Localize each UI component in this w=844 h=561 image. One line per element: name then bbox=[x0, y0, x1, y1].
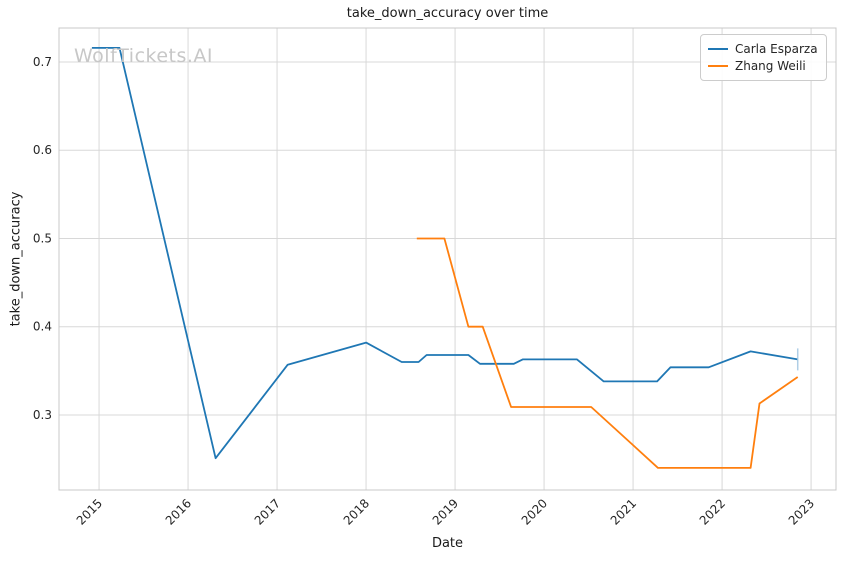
legend-item-zhang-weili: Zhang Weili bbox=[708, 58, 818, 74]
axes-border bbox=[58, 27, 837, 491]
x-tick-label: 2023 bbox=[786, 496, 817, 527]
legend-label: Carla Esparza bbox=[735, 42, 818, 56]
watermark: WolfTickets.AI bbox=[74, 45, 214, 67]
x-axis-label: Date bbox=[431, 536, 464, 551]
y-tick-label: 0.3 bbox=[33, 408, 52, 422]
legend-line-swatch-orange bbox=[708, 65, 728, 67]
x-tick-label: 2016 bbox=[163, 496, 194, 527]
legend-item-carla-esparza: Carla Esparza bbox=[708, 41, 818, 57]
chart-title: take_down_accuracy over time bbox=[346, 6, 549, 21]
y-tick-label: 0.7 bbox=[33, 55, 52, 69]
y-axis-label: take_down_accuracy bbox=[8, 191, 24, 327]
y-tick-label: 0.4 bbox=[33, 320, 52, 334]
legend-line-swatch-blue bbox=[708, 48, 728, 50]
x-tick-label: 2019 bbox=[430, 496, 461, 527]
x-tick-label: 2017 bbox=[252, 496, 283, 527]
x-tick-label: 2018 bbox=[341, 496, 372, 527]
y-tick-label: 0.6 bbox=[33, 143, 52, 157]
legend: Carla Esparza Zhang Weili bbox=[700, 34, 827, 81]
x-tick-label: 2021 bbox=[608, 496, 639, 527]
x-tick-label: 2020 bbox=[519, 496, 550, 527]
series-line-zhang-weili bbox=[416, 237, 799, 469]
y-tick-label: 0.5 bbox=[33, 231, 52, 245]
legend-label: Zhang Weili bbox=[735, 59, 806, 73]
x-tick-label: 2015 bbox=[74, 496, 105, 527]
x-tick-label: 2022 bbox=[697, 496, 728, 527]
series-line-carla-esparza bbox=[91, 47, 798, 460]
